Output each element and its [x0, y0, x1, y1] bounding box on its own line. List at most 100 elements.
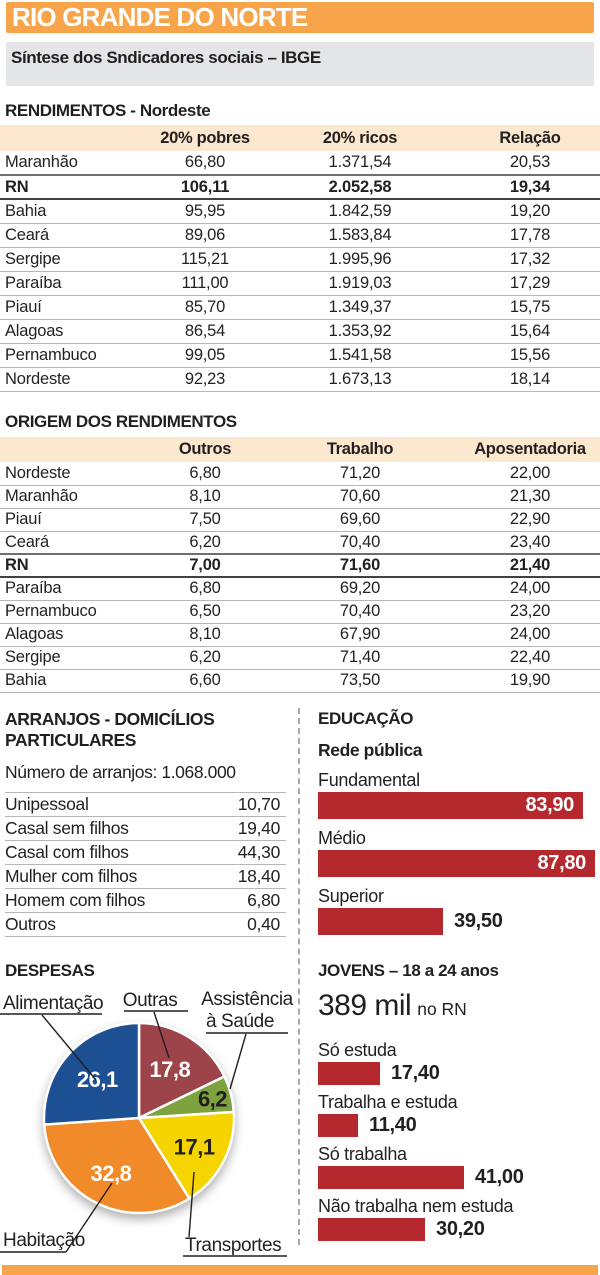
row-label: Ceará — [0, 531, 150, 555]
leader-line — [153, 1011, 170, 1059]
cell-value: 1.842,59 — [260, 199, 460, 224]
jovens-section-title: JOVENS – 18 a 24 anos — [318, 961, 499, 980]
bar-label: Superior — [318, 886, 384, 906]
row-label: Sergipe — [0, 247, 150, 272]
bar-row: 17,40 — [318, 1062, 596, 1085]
bar-value: 83,90 — [525, 794, 574, 816]
row-label: Bahia — [0, 199, 150, 224]
cell-value: 71,40 — [260, 646, 460, 670]
row-label: Nordeste — [0, 462, 150, 486]
table-row: Paraíba 6,80 69,20 24,00 — [0, 577, 600, 601]
table-row: RN 7,00 71,60 21,40 — [0, 553, 600, 578]
cell-value: 1.995,96 — [260, 247, 460, 272]
arranjos-note: Número de arranjos: 1.068.000 — [5, 762, 236, 782]
jovens-bar-chart: Só estuda 17,40 Trabalha e estuda 11,40 Só t… — [318, 1040, 596, 1241]
list-item: Mulher com filhos 18,40 — [5, 865, 286, 889]
bar-label: Só trabalha — [318, 1144, 407, 1164]
jovens-section: JOVENS – 18 a 24 anos 389 mil no RN Só es… — [318, 961, 596, 1248]
subtitle: Síntese dos Sndicadores sociais – IBGE — [11, 48, 321, 67]
leader-line — [41, 1014, 97, 1081]
bar-value: 87,80 — [537, 852, 586, 874]
cell-value: 17,78 — [460, 223, 600, 248]
jovens-big-number: 389 mil — [318, 989, 412, 1022]
item-label: Unipessoal — [5, 794, 89, 814]
cell-value: 23,20 — [460, 600, 600, 624]
pie-slice-value: 17,8 — [149, 1057, 190, 1082]
item-value: 19,40 — [237, 818, 281, 838]
bar-value: 41,00 — [475, 1166, 524, 1188]
row-label: Nordeste — [0, 367, 150, 392]
cell-value: 21,40 — [460, 553, 600, 578]
cell-value: 19,20 — [460, 199, 600, 224]
table-header-row: Outros Trabalho Aposentadoria — [0, 437, 600, 462]
bar-value: 39,50 — [454, 910, 503, 932]
bar-group: Trabalha e estuda 11,40 — [318, 1092, 596, 1137]
arranjos-section: ARRANJOS - DOMICÍLIOS PARTICULARES Númer… — [5, 709, 286, 937]
cell-value: 106,11 — [150, 174, 260, 200]
cell-value: 69,20 — [260, 577, 460, 601]
cell-value: 70,40 — [260, 600, 460, 624]
arranjos-title-line1: ARRANJOS - DOMICÍLIOS — [5, 709, 215, 729]
cell-value: 92,23 — [150, 367, 260, 392]
bar-group: Só trabalha 41,00 — [318, 1144, 596, 1189]
pie-slice-outras — [137, 1021, 226, 1120]
column-header: Aposentadoria — [460, 437, 600, 462]
cell-value: 85,70 — [150, 295, 260, 320]
cell-value: 17,32 — [460, 247, 600, 272]
bar — [318, 1062, 380, 1085]
leader-line — [229, 1033, 247, 1090]
table-row: Ceará 6,20 70,40 23,40 — [0, 531, 600, 555]
bar-label: Fundamental — [318, 770, 420, 790]
table-row: Piauí 85,70 1.349,37 15,75 — [0, 295, 600, 320]
row-label: Maranhão — [0, 485, 150, 509]
cell-value: 70,40 — [260, 531, 460, 555]
educacao-subtitle: Rede pública — [318, 740, 423, 760]
pie-callout-outras: Outras — [123, 990, 178, 1011]
column-header: 20% ricos — [260, 125, 460, 151]
list-item: Outros 0,40 — [5, 913, 286, 937]
cell-value: 23,40 — [460, 531, 600, 555]
cell-value: 1.371,54 — [260, 151, 460, 176]
cell-value: 6,80 — [150, 462, 260, 486]
cell-value: 1.583,84 — [260, 223, 460, 248]
bar — [318, 1218, 425, 1241]
jovens-big-suffix: no RN — [417, 999, 467, 1019]
bar-group: Superior 39,50 — [318, 886, 596, 935]
list-item: Unipessoal 10,70 — [5, 793, 286, 817]
origem-section-title: ORIGEM DOS RENDIMENTOS — [5, 412, 237, 431]
column-header: 20% pobres — [150, 125, 260, 151]
table-row: Alagoas 8,10 67,90 24,00 — [0, 623, 600, 647]
rendimentos-section-title: RENDIMENTOS - Nordeste — [5, 101, 211, 120]
cell-value: 24,00 — [460, 577, 600, 601]
cell-value: 6,80 — [150, 577, 260, 601]
cell-value: 111,00 — [150, 271, 260, 296]
table-row: Ceará 89,06 1.583,84 17,78 — [0, 223, 600, 248]
pie-slice-habita-o — [42, 1116, 191, 1215]
table-row: Pernambuco 99,05 1.541,58 15,56 — [0, 343, 600, 368]
cell-value: 19,34 — [460, 174, 600, 200]
list-item: Casal sem filhos 19,40 — [5, 817, 286, 841]
educacao-bar-chart: Fundamental 83,90 Médio 87,80 Superior 39,50 — [318, 770, 596, 935]
bar: 87,80 — [318, 850, 595, 877]
pie-slice-transportes — [137, 1110, 236, 1200]
empty-header-cell — [0, 125, 150, 151]
cell-value: 73,50 — [260, 669, 460, 693]
row-label: Piauí — [0, 508, 150, 532]
row-label: Pernambuco — [0, 600, 150, 624]
table-row: Maranhão 8,10 70,60 21,30 — [0, 485, 600, 509]
table-header-row: 20% pobres 20% ricos Relação — [0, 125, 600, 151]
table-row: Pernambuco 6,50 70,40 23,20 — [0, 600, 600, 624]
bar — [318, 1114, 358, 1137]
pie-slice-value: 17,1 — [174, 1134, 215, 1159]
arranjos-list: Unipessoal 10,70 Casal sem filhos 19,40 Casa… — [5, 792, 286, 937]
table-row: Alagoas 86,54 1.353,92 15,64 — [0, 319, 600, 344]
cell-value: 18,14 — [460, 367, 600, 392]
pie-callout-assistencia-line1: Assistência — [201, 989, 294, 1010]
cell-value: 8,10 — [150, 623, 260, 647]
row-label: Ceará — [0, 223, 150, 248]
cell-value: 19,90 — [460, 669, 600, 693]
row-label: Pernambuco — [0, 343, 150, 368]
table-row: Bahia 6,60 73,50 19,90 — [0, 669, 600, 693]
bottom-bar — [2, 1265, 598, 1275]
bar-row: 39,50 — [318, 908, 596, 935]
